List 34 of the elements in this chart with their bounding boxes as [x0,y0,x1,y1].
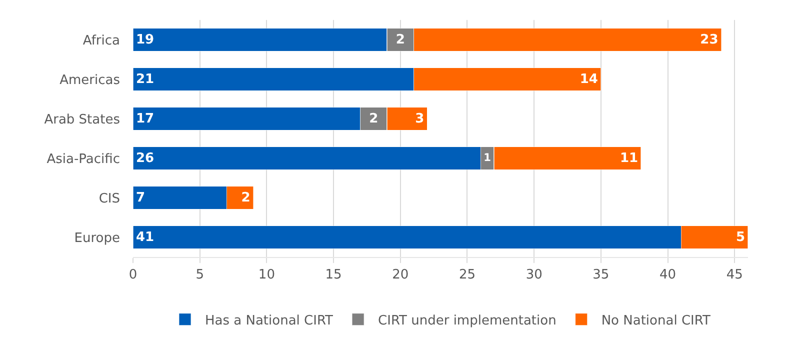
data-label: 7 [136,190,146,206]
x-tick-label: 40 [660,268,676,283]
y-tick-label: Americas [60,72,120,88]
x-tick-label: 45 [726,268,743,283]
x-tick-label: 20 [392,268,409,283]
data-label: 5 [736,230,745,245]
data-label: 23 [700,32,718,48]
data-label: 11 [620,150,638,166]
x-tick-label: 5 [196,268,204,283]
data-label: 21 [136,72,154,87]
data-label: 2 [369,111,378,126]
y-tick-label: CIS [98,191,120,206]
data-label: 3 [415,111,424,126]
y-tick-label: Africa [82,33,120,48]
legend-label: CIRT under implementation [378,313,556,328]
data-label: 14 [580,72,598,87]
x-tick-label: 15 [325,268,342,283]
x-tick-label: 30 [526,268,542,283]
y-tick-label: Europe [74,230,120,246]
data-label: 1 [484,152,491,164]
x-tick-label: 10 [258,268,275,283]
x-tick-label: 0 [128,268,138,283]
x-tick-label: 25 [458,268,476,283]
data-label: 26 [136,150,154,166]
y-tick-label: Arab States [44,112,120,128]
data-label: 17 [136,111,154,126]
x-tick-label: 35 [592,268,610,283]
data-label: 19 [136,32,154,48]
legend-label: Has a National CIRT [205,313,334,328]
legend-label: No National CIRT [601,313,710,328]
data-label: 2 [396,32,405,48]
y-tick-label: Asia-Pacific [46,152,120,167]
data-label: 41 [136,230,154,245]
data-label: 2 [241,190,250,206]
